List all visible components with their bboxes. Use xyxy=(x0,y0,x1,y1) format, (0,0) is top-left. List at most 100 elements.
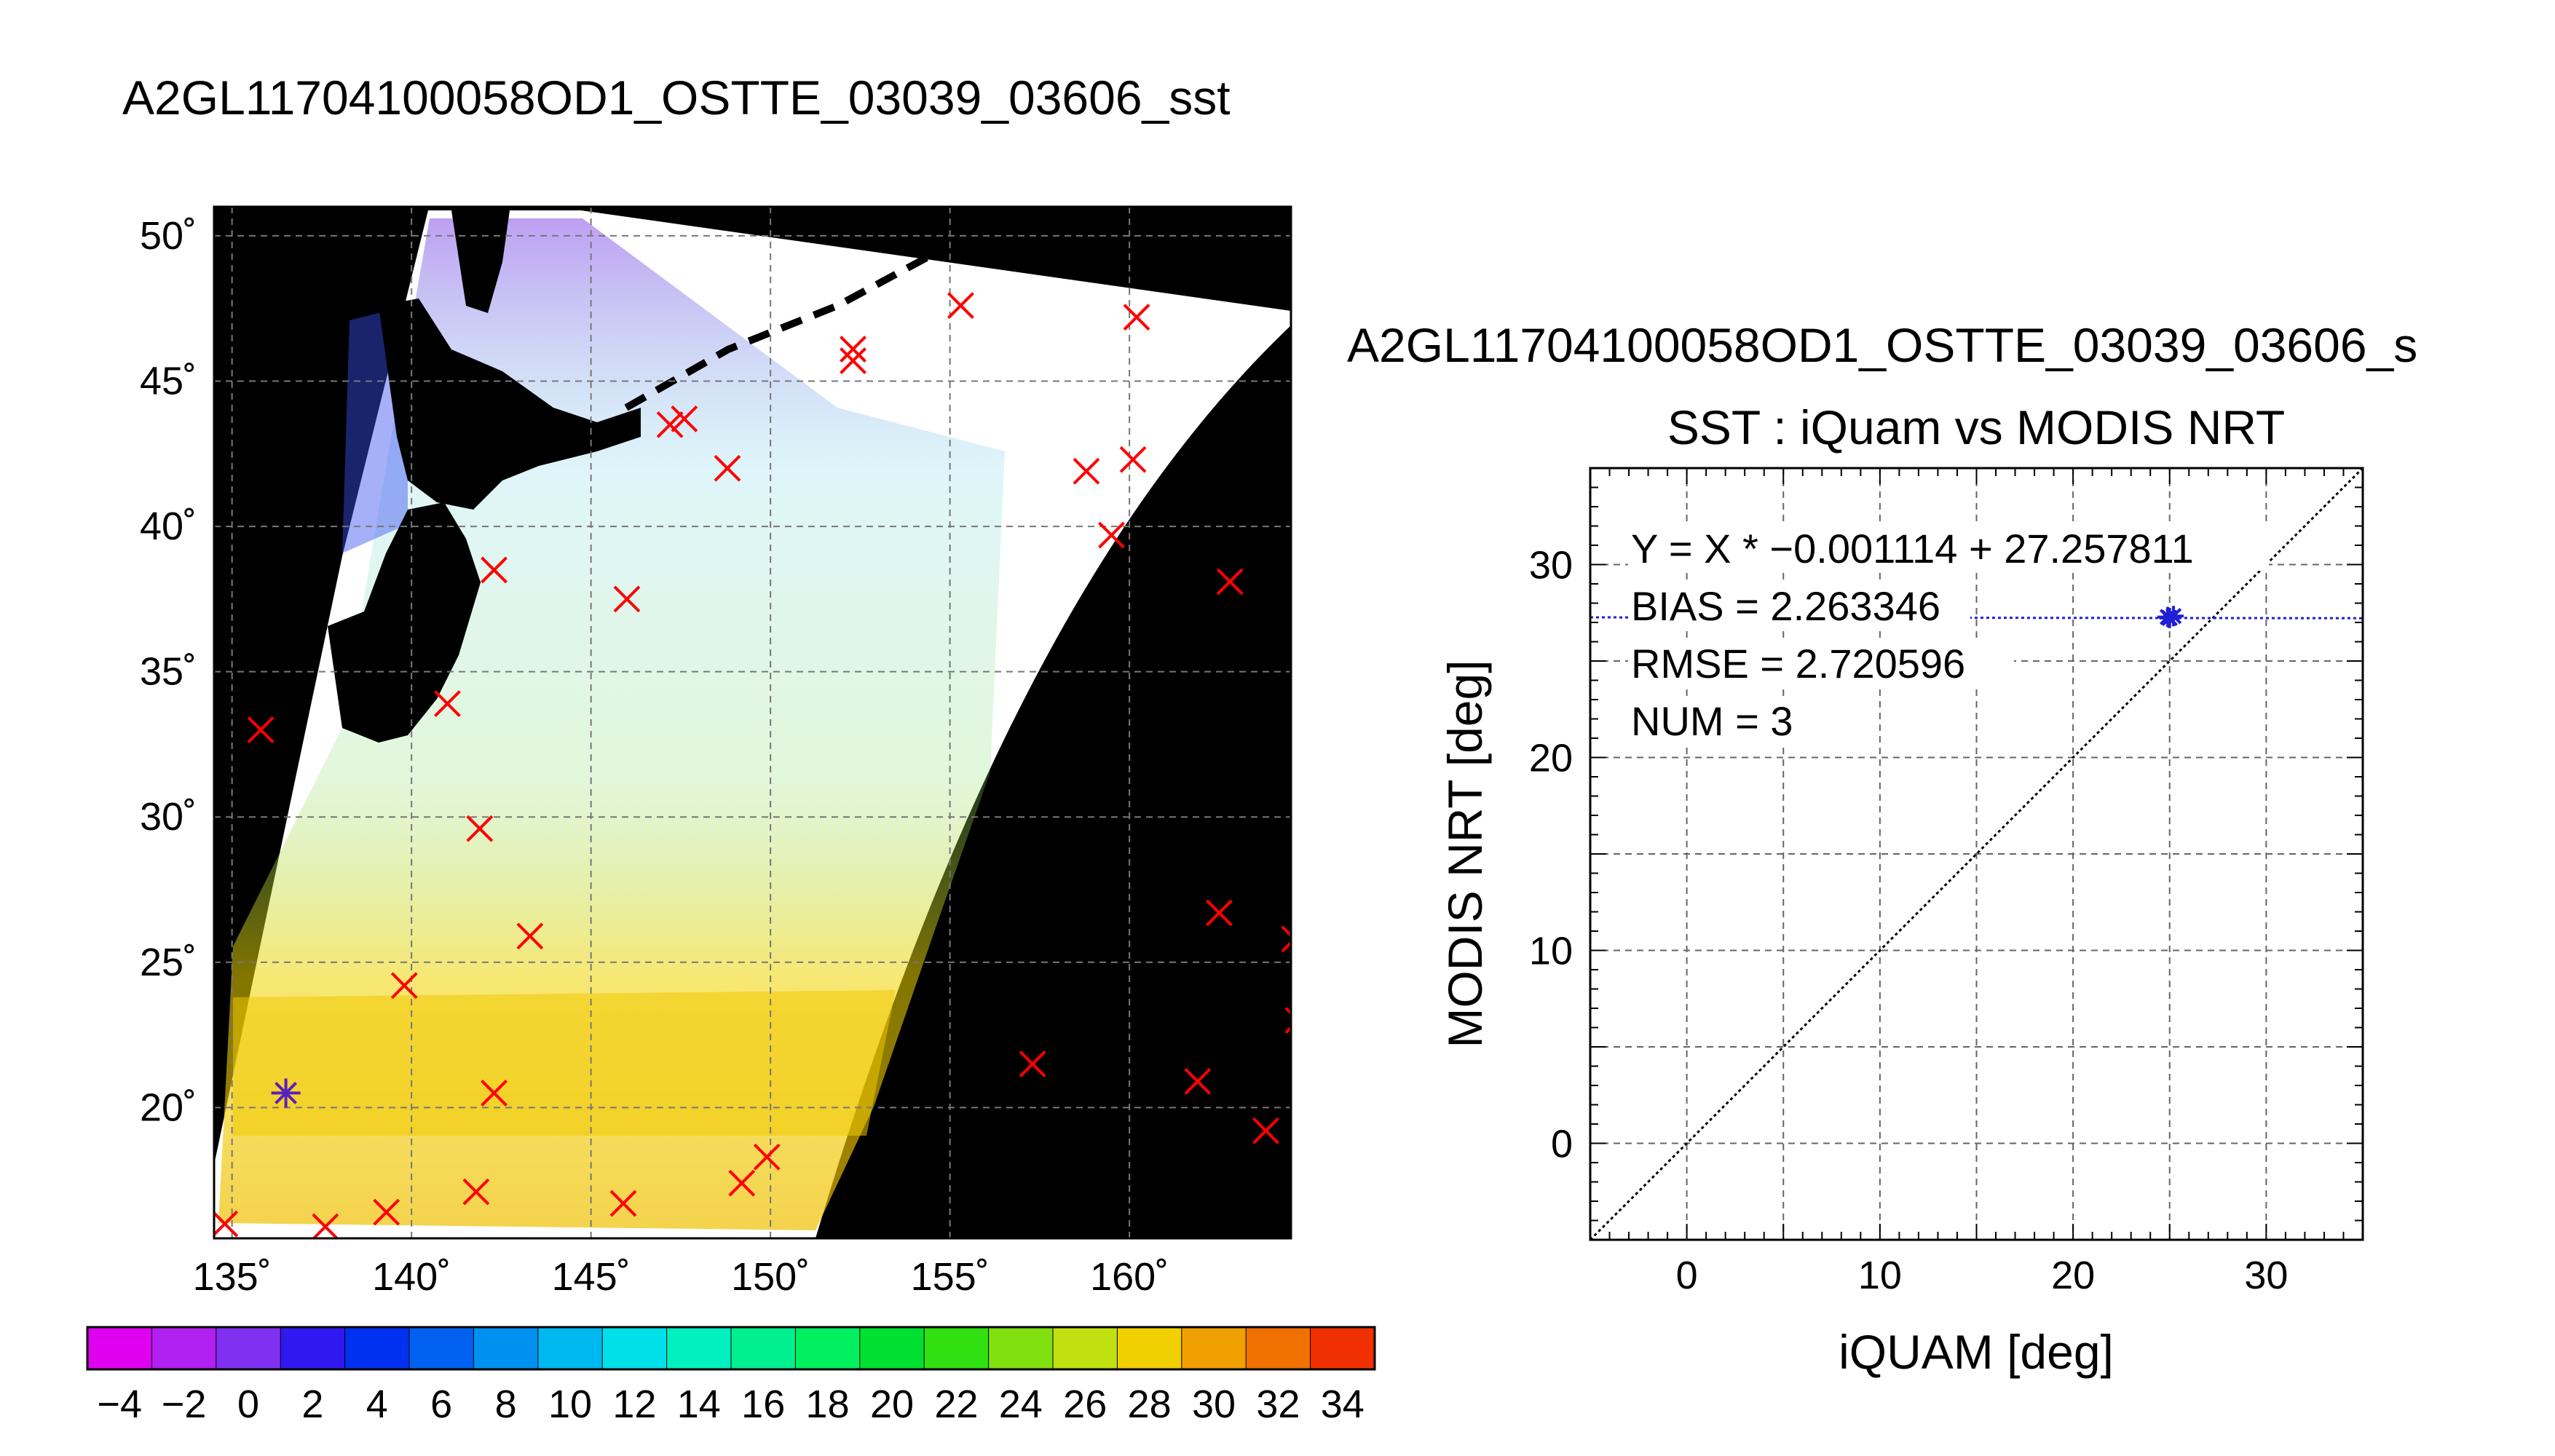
colorbar-tick-label: 22 xyxy=(934,1382,978,1426)
scatter-annotation: Y = X * −0.001114 + 27.257811 xyxy=(1631,526,2194,571)
map-observation-marker xyxy=(613,585,641,613)
colorbar-tick-label: 24 xyxy=(999,1382,1043,1426)
colorbar-cell xyxy=(537,1326,604,1370)
colorbar-cell xyxy=(344,1326,411,1370)
colorbar-tick-label: 10 xyxy=(548,1382,592,1426)
map-observation-marker xyxy=(714,454,741,482)
marker-stroke xyxy=(1281,925,1291,938)
marker-stroke xyxy=(462,1178,490,1206)
marker-stroke xyxy=(1252,1117,1279,1144)
colorbar-cell xyxy=(988,1326,1054,1370)
colorbar-cell xyxy=(280,1326,346,1370)
map-y-tick-label: 50˚ xyxy=(140,214,197,258)
map-observation-marker xyxy=(609,1190,637,1217)
marker-stroke xyxy=(1119,446,1147,473)
annotation-background xyxy=(1628,698,1810,743)
colorbar-tick-label: 6 xyxy=(430,1382,452,1426)
scatter-x-tick-label: 30 xyxy=(2244,1254,2288,1297)
map-observation-marker xyxy=(1123,304,1150,331)
map-land-kurils xyxy=(624,251,934,411)
colorbar-cell xyxy=(408,1326,475,1370)
marker-stroke xyxy=(714,454,741,482)
map-observation-marker xyxy=(481,556,508,584)
marker-stroke xyxy=(312,1213,339,1238)
colorbar-cell xyxy=(151,1326,217,1370)
map-x-tick-label: 155˚ xyxy=(911,1255,990,1299)
scatter-annotation: BIAS = 2.263346 xyxy=(1631,583,1940,629)
marker-stroke xyxy=(1205,899,1233,927)
marker-stroke xyxy=(1281,940,1291,953)
scatter-x-label: iQUAM [deg] xyxy=(1839,1325,2114,1379)
map-observation-marker xyxy=(840,347,866,374)
map-x-tick-label: 150˚ xyxy=(731,1255,810,1299)
colorbar-cell xyxy=(859,1326,925,1370)
map-observation-marker xyxy=(214,1210,239,1238)
map-warm-band xyxy=(233,990,896,1136)
map-observation-marker xyxy=(1019,1051,1046,1077)
colorbar-tick-label: 16 xyxy=(741,1382,785,1426)
marker-stroke xyxy=(671,405,698,432)
colorbar-cell xyxy=(216,1326,282,1370)
colorbar-tick-label: 4 xyxy=(366,1382,388,1426)
map-observation-marker xyxy=(947,292,974,320)
colorbar-tick-label: 18 xyxy=(806,1382,850,1426)
marker-stroke xyxy=(516,922,544,950)
marker-stroke xyxy=(609,1190,637,1217)
colorbar-cell xyxy=(1181,1326,1247,1370)
marker-stroke xyxy=(373,1198,400,1226)
scatter-y-label: MODIS NRT [deg] xyxy=(1438,660,1492,1048)
scatter-title: SST : iQuam vs MODIS NRT xyxy=(1667,400,2285,454)
marker-stroke xyxy=(1216,568,1244,596)
marker-stroke xyxy=(434,690,461,717)
colorbar-tick-label: 0 xyxy=(237,1382,259,1426)
map-observation-marker xyxy=(1184,1068,1212,1095)
scatter-y-tick-label: 0 xyxy=(1551,1123,1573,1166)
annotation-background xyxy=(1628,641,2014,686)
map-matched-marker xyxy=(271,1078,301,1108)
map-panel: 135˚ 140˚ 145˚ 150˚ 155˚ 160˚ 20˚ 25˚ 30˚ 35˚ 40˚ 4… xyxy=(140,205,1292,1299)
map-observation-marker xyxy=(753,1143,781,1171)
marker-stroke xyxy=(481,1080,508,1107)
colorbar-cell xyxy=(666,1326,732,1370)
colorbar-cell xyxy=(87,1326,153,1370)
map-observation-marker xyxy=(247,716,275,743)
colorbar-tick-label: 30 xyxy=(1192,1382,1236,1426)
map-observation-marker xyxy=(390,972,418,1000)
marker-stroke xyxy=(1073,457,1100,485)
marker-stroke xyxy=(481,556,508,584)
marker-stroke xyxy=(753,1143,781,1171)
map-land-honshu xyxy=(328,502,481,743)
map-observation-marker xyxy=(1073,457,1100,485)
colorbar-tick-label: 26 xyxy=(1063,1382,1107,1426)
map-y-tick-label: 30˚ xyxy=(140,795,197,839)
map-frame xyxy=(213,205,1292,1240)
map-land-hokkaido xyxy=(379,298,641,510)
marker-stroke xyxy=(840,336,866,363)
scatter-x-tick-label: 20 xyxy=(2051,1254,2095,1297)
scatter-panel: A2GL11704100058OD1_OSTTE_03039_03606_s S… xyxy=(1347,318,2417,1379)
scatter-points xyxy=(2157,606,2184,628)
colorbar-tick-label: 32 xyxy=(1256,1382,1300,1426)
map-observation-marker xyxy=(656,411,684,438)
map-observation-marker xyxy=(312,1213,339,1238)
marker-stroke xyxy=(1098,521,1125,549)
annotation-background xyxy=(1628,526,2269,571)
map-observation-marker xyxy=(1252,1117,1279,1144)
scatter-y-tick-label: 20 xyxy=(1529,737,1573,780)
map-observation-marker xyxy=(1216,568,1244,596)
scatter-point xyxy=(2157,606,2179,628)
annotation-background xyxy=(1628,583,1970,628)
scatter-annotation: NUM = 3 xyxy=(1631,698,1793,744)
colorbar-frame xyxy=(86,1326,1376,1371)
colorbar-tick-label: 8 xyxy=(495,1382,517,1426)
colorbar-tick-label: −4 xyxy=(97,1382,142,1426)
colorbar-cell xyxy=(601,1326,668,1370)
map-observation-marker xyxy=(840,336,866,363)
colorbar-tick-label: 28 xyxy=(1128,1382,1172,1426)
marker-stroke xyxy=(1184,1068,1212,1095)
colorbar-tick-label: 34 xyxy=(1321,1382,1365,1426)
marker-stroke xyxy=(728,1169,756,1197)
map-axes: 135˚ 140˚ 145˚ 150˚ 155˚ 160˚ 20˚ 25˚ 30˚ 35˚ 40˚ 4… xyxy=(140,214,1169,1299)
marker-stroke xyxy=(1019,1051,1046,1077)
